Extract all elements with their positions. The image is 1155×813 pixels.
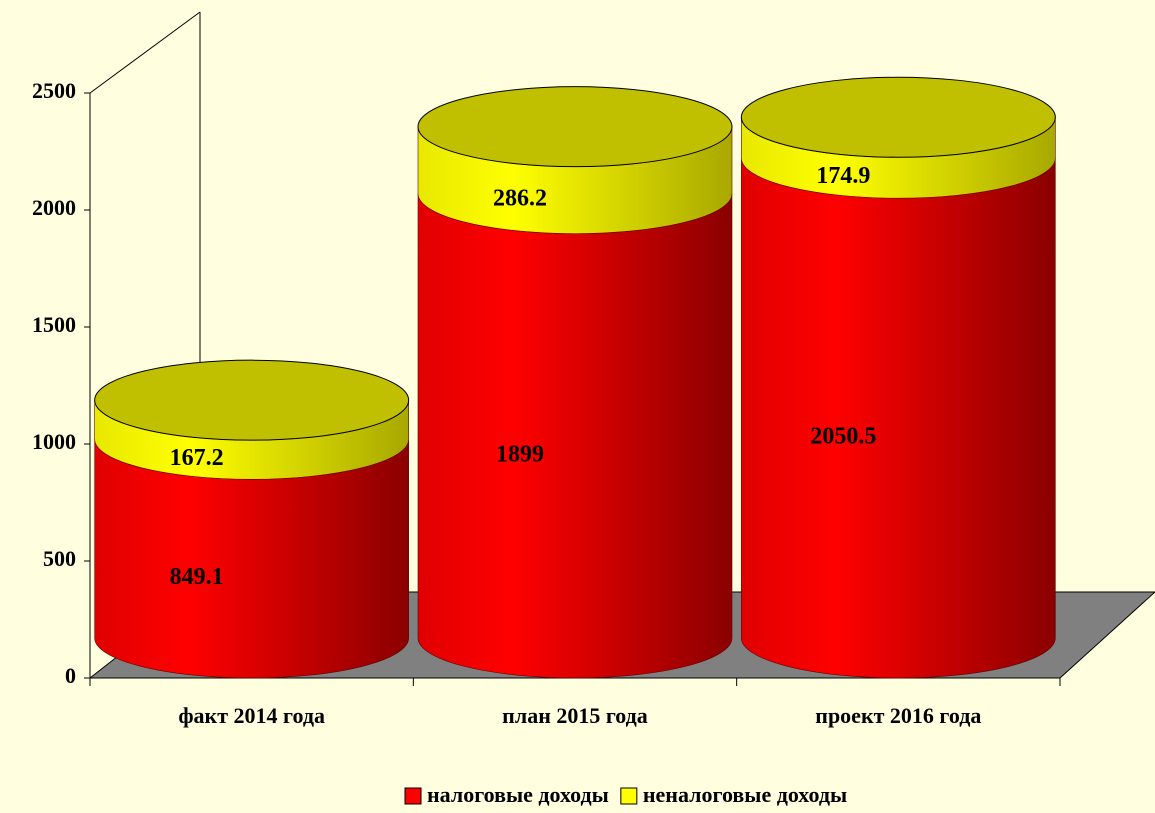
y-tick-label: 1500 <box>32 312 76 337</box>
legend-swatch <box>620 787 638 805</box>
cylinder-segment <box>417 193 733 679</box>
y-tick-label: 0 <box>65 663 76 688</box>
value-label: 286.2 <box>493 186 547 212</box>
y-tick-label: 500 <box>43 546 76 571</box>
y-tick-label: 2500 <box>32 78 76 103</box>
legend-swatch <box>404 787 422 805</box>
x-tick-label: план 2015 года <box>502 703 648 728</box>
y-tick-label: 1000 <box>32 429 76 454</box>
value-label: 167.2 <box>170 445 224 471</box>
x-tick-label: проект 2016 года <box>815 703 981 728</box>
value-label: 849.1 <box>170 564 224 590</box>
wall-edge <box>89 11 201 94</box>
cylinder-top <box>417 86 733 168</box>
y-tick-label: 2000 <box>32 195 76 220</box>
cylinder-segment <box>741 158 1056 679</box>
legend-label: налоговые доходы <box>427 782 609 807</box>
value-label: 2050.5 <box>810 424 876 450</box>
x-tick-label: факт 2014 года <box>178 703 325 728</box>
legend-label: неналоговые доходы <box>643 782 847 807</box>
cylinder-top <box>740 76 1056 158</box>
value-label: 174.9 <box>816 163 870 189</box>
cylinder-top <box>94 359 410 441</box>
value-label: 1899 <box>496 441 544 467</box>
